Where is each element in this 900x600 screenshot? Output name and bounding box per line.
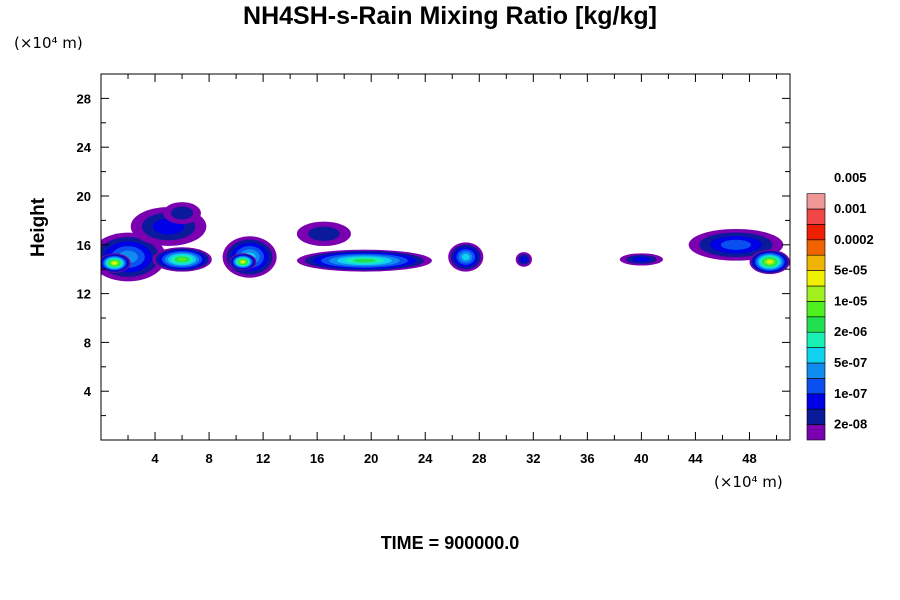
y-tick-label: 24 [77, 140, 92, 155]
colorbar-label: 2e-08 [834, 417, 867, 432]
field-blob-3-level-1 [171, 206, 194, 220]
colorbar-swatch-13 [806, 224, 826, 241]
field-blob-6-level-10 [241, 260, 245, 263]
x-tick-label: 12 [256, 451, 270, 466]
colorbar-swatch-10 [806, 270, 826, 287]
y-tick-label: 16 [77, 238, 91, 253]
plot-fill [101, 202, 790, 282]
x-tick-label: 4 [151, 451, 159, 466]
field-blob-10-level-2 [520, 256, 528, 263]
x-tick-label: 8 [205, 451, 212, 466]
y-axis-unit: (×10⁴ m) [14, 34, 83, 52]
field-blob-4-level-8 [177, 257, 187, 262]
colorbar-label: 0.005 [834, 170, 867, 185]
field-blob-1-level-10 [112, 261, 117, 265]
colorbar-label: 0.001 [834, 201, 867, 216]
plot-frame [100, 73, 791, 441]
colorbar-swatch-1 [806, 408, 826, 425]
colorbar-swatch-0 [806, 424, 826, 441]
x-tick-label: 20 [364, 451, 378, 466]
colorbar-swatch-3 [806, 378, 826, 395]
colorbar-label: 2e-06 [834, 324, 867, 339]
x-tick-label: 24 [418, 451, 433, 466]
x-tick-label: 16 [310, 451, 324, 466]
colorbar-swatch-7 [806, 316, 826, 333]
x-tick-label: 28 [472, 451, 486, 466]
colorbar-swatch-11 [806, 254, 826, 271]
field-blob-11-level-2 [632, 256, 651, 262]
x-tick-label: 40 [634, 451, 648, 466]
field-blob-9-level-5 [461, 253, 470, 261]
colorbar-label: 1e-05 [834, 293, 867, 308]
time-caption: TIME = 900000.0 [0, 533, 900, 554]
colorbar-label: 0.0002 [834, 232, 874, 247]
colorbar-label: 1e-07 [834, 386, 867, 401]
x-tick-label: 36 [580, 451, 594, 466]
chart-title: NH4SH-s-Rain Mixing Ratio [kg/kg] [243, 2, 657, 30]
y-tick-label: 20 [77, 189, 91, 204]
colorbar-swatch-12 [806, 239, 826, 256]
colorbar-label: 5e-05 [834, 263, 867, 278]
colorbar-swatch-4 [806, 362, 826, 379]
x-tick-label: 48 [742, 451, 756, 466]
colorbar-swatch-6 [806, 331, 826, 348]
colorbar-swatch-15 [806, 193, 826, 210]
colorbar-swatch-8 [806, 301, 826, 318]
colorbar-swatch-9 [806, 285, 826, 302]
x-tick-label: 32 [526, 451, 540, 466]
field-blob-13-level-10 [767, 260, 773, 264]
colorbar-swatch-14 [806, 208, 826, 225]
time-value: 900000.0 [444, 533, 520, 553]
colorbar: 2e-08 1e-07 5e-07 2e-06 1e-05 5e-05 0.0002 0.00… [806, 170, 874, 441]
colorbar-swatch-5 [806, 347, 826, 364]
time-label: TIME = [380, 533, 440, 553]
y-tick-label: 12 [77, 287, 91, 302]
y-tick-label: 4 [84, 384, 92, 399]
field-blob-7-level-1 [308, 226, 340, 241]
x-tick-label: 44 [688, 451, 703, 466]
y-tick-label: 28 [77, 91, 91, 106]
field-blob-8-level-7 [353, 258, 376, 263]
y-tick-label: 8 [84, 335, 91, 350]
field-blob-12-level-3 [720, 239, 752, 250]
colorbar-swatch-2 [806, 393, 826, 410]
x-axis-unit: (×10⁴ m) [714, 473, 783, 491]
colorbar-label: 5e-07 [834, 355, 867, 370]
